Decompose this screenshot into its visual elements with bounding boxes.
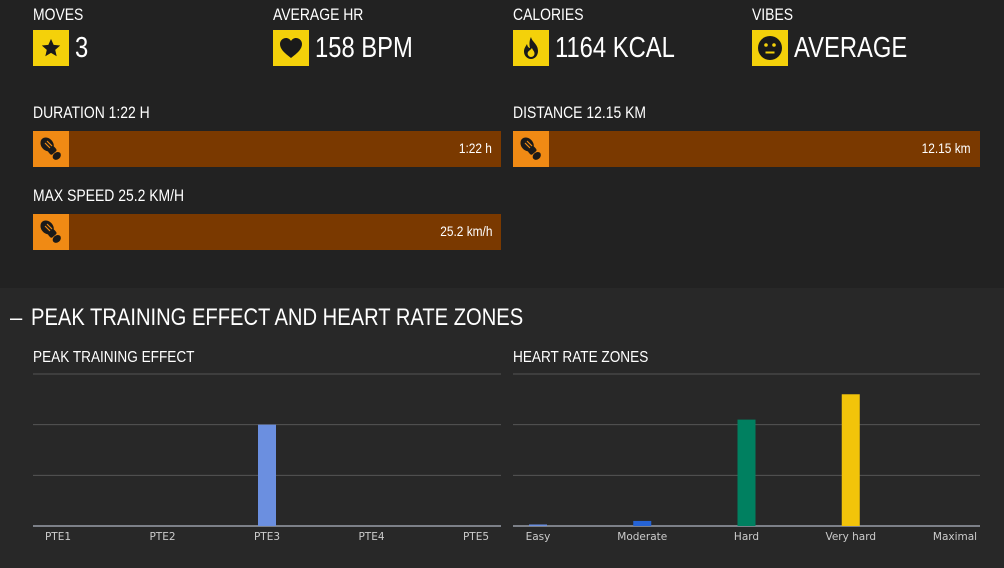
pte-chart: PTE1 PTE2 PTE3 PTE4 PTE5 bbox=[33, 373, 501, 543]
stat-label: MOVES bbox=[33, 5, 84, 24]
tick-label: PTE2 bbox=[149, 531, 175, 543]
collapse-toggle-button[interactable]: – bbox=[10, 305, 23, 330]
tick-label: Easy bbox=[526, 531, 551, 543]
stat-value: AVERAGE bbox=[794, 32, 908, 64]
distance-label: DISTANCE 12.15 KM bbox=[513, 103, 646, 122]
duration-label: DURATION 1:22 H bbox=[33, 103, 150, 122]
stat-label: AVERAGE HR bbox=[273, 5, 364, 24]
bar-easy[interactable] bbox=[529, 524, 547, 527]
tick-label: Very hard bbox=[825, 531, 876, 543]
section-title: PEAK TRAINING EFFECT AND HEART RATE ZONE… bbox=[31, 304, 524, 331]
chart-title-hr-zones: HEART RATE ZONES bbox=[513, 349, 649, 366]
distance-bar: 12.15 km bbox=[513, 131, 980, 167]
tick-label: Hard bbox=[734, 531, 759, 543]
summary-panel: MOVES 3 AVERAGE HR 158 BPM CALORIES 1164… bbox=[33, 5, 980, 250]
duration-value: 1:22 h bbox=[458, 140, 492, 156]
star-icon bbox=[33, 30, 69, 66]
stat-value: 1164 KCAL bbox=[555, 32, 675, 64]
face-neutral-icon bbox=[752, 30, 788, 66]
stat-label: CALORIES bbox=[513, 5, 584, 24]
distance-value: 12.15 km bbox=[922, 140, 971, 156]
chart-title-pte: PEAK TRAINING EFFECT bbox=[33, 349, 195, 366]
tick-label: Maximal bbox=[933, 531, 977, 543]
training-section bbox=[0, 288, 1004, 568]
max-speed-label: MAX SPEED 25.2 KM/H bbox=[33, 186, 185, 205]
tick-label: PTE5 bbox=[463, 531, 489, 543]
tick-label: Moderate bbox=[617, 531, 667, 543]
hr-zones-chart: Easy Moderate Hard Very hard Maximal bbox=[513, 373, 980, 543]
shoe-icon bbox=[513, 131, 549, 167]
flame-icon bbox=[513, 30, 549, 66]
tick-label: PTE4 bbox=[358, 531, 384, 543]
tick-label: PTE1 bbox=[45, 531, 71, 543]
bar-very-hard[interactable] bbox=[841, 394, 860, 526]
stat-value: 3 bbox=[75, 32, 89, 64]
max-speed-bar: 25.2 km/h bbox=[33, 214, 501, 250]
shoe-icon bbox=[33, 131, 69, 167]
bar-moderate[interactable] bbox=[633, 520, 652, 526]
duration-bar: 1:22 h bbox=[33, 131, 501, 167]
bar-pte3[interactable] bbox=[258, 424, 276, 526]
tick-label: PTE3 bbox=[254, 531, 280, 543]
stat-label: VIBES bbox=[752, 5, 794, 24]
bar-hard[interactable] bbox=[737, 419, 756, 526]
stat-value: 158 BPM bbox=[315, 32, 413, 64]
max-speed-value: 25.2 km/h bbox=[439, 223, 492, 239]
shoe-icon bbox=[33, 214, 69, 250]
heart-icon bbox=[273, 30, 309, 66]
